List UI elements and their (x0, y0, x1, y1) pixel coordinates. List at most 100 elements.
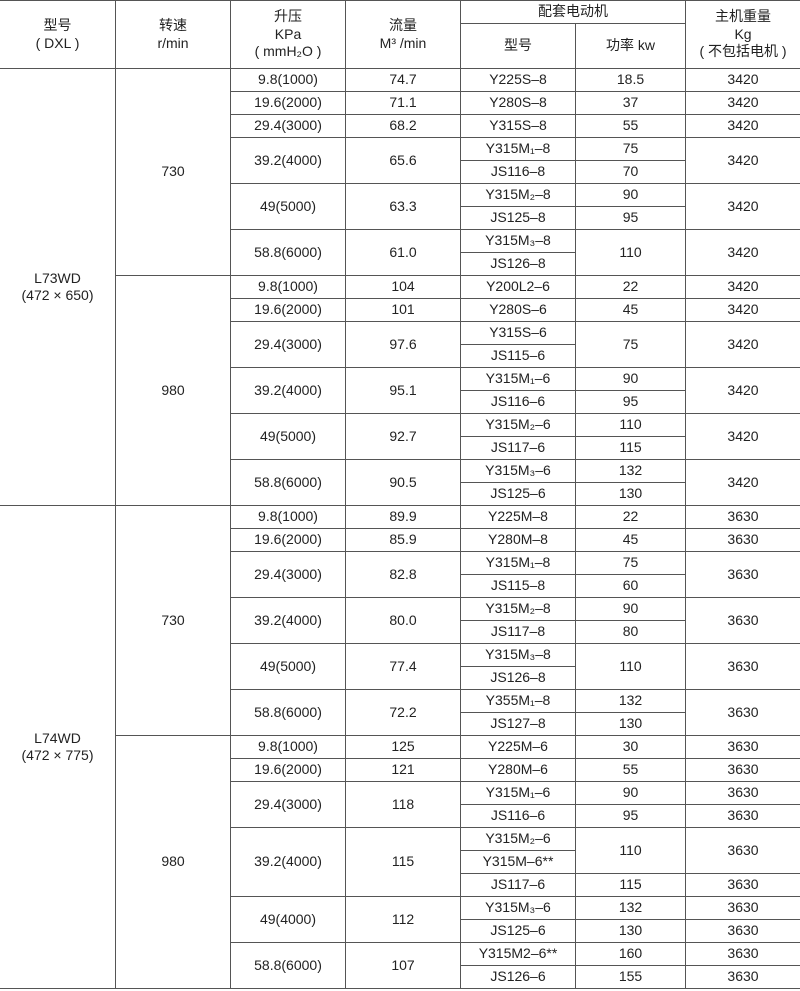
model-cell: L73WD (472 × 650) (0, 68, 116, 506)
header-pressure-unit: KPa (274, 25, 302, 42)
pressure-cell: 29.4(3000) (230, 321, 346, 368)
speed-cell: 730 (115, 68, 231, 276)
motor-model-cell: Y200L2–6 (460, 275, 576, 299)
table-row: JS117–8 80 (0, 620, 800, 644)
motor-model-cell: JS126–8 (460, 666, 576, 690)
motor-model-cell: JS125–6 (460, 919, 576, 943)
weight-cell: 3420 (685, 183, 800, 230)
header-flow-label: 流量 (389, 17, 417, 33)
motor-power-cell: 160 (575, 942, 686, 966)
weight-cell: 3630 (685, 735, 800, 759)
pressure-cell: 58.8(6000) (230, 942, 346, 989)
motor-power-cell: 110 (575, 643, 686, 690)
motor-power-cell: 110 (575, 413, 686, 437)
pressure-cell: 49(5000) (230, 643, 346, 690)
flow-cell: 104 (345, 275, 461, 299)
table-body: L73WD (472 × 650) 730 9.8(1000) 74.7 Y225S–8 1… (0, 68, 800, 989)
motor-model-cell: JS116–8 (460, 160, 576, 184)
table-row: 39.2(4000) 80.0 Y315M₂–8 90 3630 (0, 597, 800, 644)
pressure-cell: 39.2(4000) (230, 367, 346, 414)
motor-power-cell: 130 (575, 712, 686, 736)
flow-cell: 115 (345, 827, 461, 897)
header-pressure-alt-unit: ( mmH₂O ) (254, 43, 322, 60)
table-row: L74WD (472 × 775) 730 9.8(1000) 89.9 Y225M–8 2… (0, 505, 800, 989)
model-cell: L74WD (472 × 775) (0, 505, 116, 989)
pressure-cell: 19.6(2000) (230, 91, 346, 115)
pressure-cell: 39.2(4000) (230, 827, 346, 897)
flow-cell: 61.0 (345, 229, 461, 276)
motor-power-cell: 22 (575, 505, 686, 529)
header-speed: 转速 r/min (115, 0, 231, 69)
weight-cell: 3420 (685, 68, 800, 92)
header-motor-model: 型号 (460, 23, 576, 69)
table-row: 39.2(4000) 95.1 Y315M₁–6 90 3420 (0, 367, 800, 414)
pressure-cell: 9.8(1000) (230, 275, 346, 299)
pressure-cell: 29.4(3000) (230, 551, 346, 598)
motor-model-cell: Y315S–8 (460, 114, 576, 138)
table-row: Y315M–6** (0, 850, 800, 874)
motor-model-cell: Y315M₁–6 (460, 781, 576, 805)
weight-cell: 3630 (685, 942, 800, 966)
motor-model-cell: JS117–8 (460, 620, 576, 644)
speed-cell: 980 (115, 735, 231, 989)
table-row: 980 9.8(1000) 125 Y225M–6 30 3630 (0, 735, 800, 989)
motor-power-cell: 30 (575, 735, 686, 759)
motor-model-cell: JS115–8 (460, 574, 576, 598)
flow-cell: 82.8 (345, 551, 461, 598)
flow-cell: 63.3 (345, 183, 461, 230)
header-weight-unit: Kg (734, 25, 752, 42)
weight-cell: 3420 (685, 459, 800, 506)
weight-cell: 3420 (685, 367, 800, 414)
motor-model-cell: Y315M₃–8 (460, 643, 576, 667)
motor-power-cell: 75 (575, 551, 686, 575)
pressure-cell: 58.8(6000) (230, 459, 346, 506)
motor-model-cell: Y225S–8 (460, 68, 576, 92)
weight-cell: 3630 (685, 689, 800, 736)
motor-power-cell: 75 (575, 137, 686, 161)
flow-cell: 72.2 (345, 689, 461, 736)
table-row: 58.8(6000) 90.5 Y315M₃–6 132 3420 (0, 459, 800, 506)
header-pressure: 升压 KPa ( mmH₂O ) (230, 0, 346, 69)
motor-power-cell: 90 (575, 781, 686, 805)
table-row: JS126–8 (0, 252, 800, 276)
motor-power-cell: 130 (575, 482, 686, 506)
flow-cell: 95.1 (345, 367, 461, 414)
table-row: 49(5000) 63.3 Y315M₂–8 90 3420 (0, 183, 800, 230)
weight-cell: 3420 (685, 91, 800, 115)
table-row: JS127–8 130 (0, 712, 800, 736)
motor-power-cell: 45 (575, 298, 686, 322)
motor-power-cell: 55 (575, 114, 686, 138)
weight-cell: 3420 (685, 114, 800, 138)
motor-power-cell: 110 (575, 827, 686, 874)
table-row: 39.2(4000) 65.6 Y315M₁–8 75 3420 (0, 137, 800, 184)
table-row: JS115–8 60 (0, 574, 800, 598)
weight-cell: 3630 (685, 781, 800, 805)
motor-power-cell: 115 (575, 436, 686, 460)
weight-cell: 3420 (685, 275, 800, 299)
motor-model-cell: Y315M₂–6 (460, 413, 576, 437)
motor-power-cell: 115 (575, 873, 686, 897)
motor-power-cell: 95 (575, 804, 686, 828)
motor-model-cell: JS116–6 (460, 390, 576, 414)
pressure-cell: 39.2(4000) (230, 137, 346, 184)
flow-cell: 74.7 (345, 68, 461, 92)
motor-model-cell: JS117–6 (460, 436, 576, 460)
flow-cell: 125 (345, 735, 461, 759)
flow-cell: 101 (345, 298, 461, 322)
pressure-cell: 58.8(6000) (230, 689, 346, 736)
motor-model-cell: Y315M₂–8 (460, 183, 576, 207)
table-row: 19.6(2000) 71.1 Y280S–8 37 3420 (0, 91, 800, 115)
motor-power-cell: 95 (575, 390, 686, 414)
weight-cell: 3630 (685, 528, 800, 552)
weight-cell: 3630 (685, 551, 800, 598)
header-flow-unit: M³ /min (379, 34, 427, 51)
pressure-cell: 29.4(3000) (230, 781, 346, 828)
model-cell-line: (472 × 775) (21, 747, 94, 763)
header-speed-unit: r/min (157, 34, 189, 51)
weight-cell: 3630 (685, 643, 800, 690)
flow-cell: 80.0 (345, 597, 461, 644)
weight-cell: 3420 (685, 229, 800, 276)
motor-model-cell: Y280S–8 (460, 91, 576, 115)
header-flow: 流量 M³ /min (345, 0, 461, 69)
